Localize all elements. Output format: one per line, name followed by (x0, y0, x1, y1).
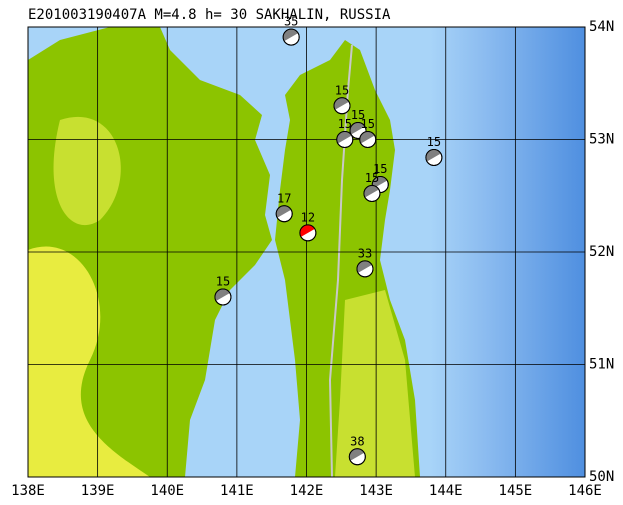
y-tick-label: 54N (589, 19, 614, 35)
beachball (214, 288, 232, 306)
beachball (363, 185, 381, 202)
x-tick-label: 145E (499, 483, 533, 499)
beachball-outline (275, 205, 293, 223)
beachball-outline (363, 185, 381, 202)
x-tick-label: 143E (359, 483, 393, 499)
beachball-outline (425, 149, 443, 166)
beachball (348, 448, 366, 466)
y-tick-label: 53N (589, 132, 614, 148)
beachball (336, 131, 354, 148)
beachball-outline (356, 260, 374, 278)
beachball-outline (299, 224, 317, 242)
depth-label: 15 (365, 171, 379, 185)
beachball-outline (336, 131, 354, 148)
beachball-quadrant (363, 185, 379, 198)
depth-label: 15 (427, 135, 441, 149)
depth-label: 33 (358, 246, 372, 260)
title: E201003190407A M=4.8 h= 30 SAKHALIN, RUS… (28, 7, 391, 23)
beachball-outline (333, 97, 351, 115)
beachball-quadrant (349, 448, 365, 461)
beachball-outline (214, 288, 232, 306)
beachball (282, 28, 300, 46)
depth-label: 12 (301, 210, 315, 224)
x-tick-label: 139E (81, 483, 115, 499)
x-tick-label: 138E (11, 483, 45, 499)
depth-label: 15 (361, 117, 375, 131)
beachball (349, 122, 367, 139)
x-tick-label: 144E (429, 483, 463, 499)
beachball-quadrant (299, 224, 315, 237)
beachball-outline (348, 448, 366, 466)
beachball-quadrant (359, 131, 375, 144)
beachball (275, 205, 293, 223)
y-tick-label: 52N (589, 244, 614, 260)
beachball-outline (349, 122, 367, 139)
highland (28, 246, 150, 477)
depth-label: 15 (216, 275, 230, 289)
beachball (299, 224, 317, 242)
beachball-outline (282, 28, 300, 46)
beachball-quadrant (336, 131, 352, 144)
y-tick-label: 50N (589, 469, 614, 485)
y-tick-label: 51N (589, 357, 614, 373)
x-tick-label: 140E (150, 483, 184, 499)
depth-label: 35 (284, 15, 298, 29)
depth-label: 38 (350, 434, 364, 448)
beachball (425, 149, 443, 166)
depth-label: 17 (277, 191, 291, 205)
highland (53, 116, 121, 226)
beachball-quadrant (214, 289, 230, 301)
beachball-quadrant (350, 122, 365, 135)
beachball-quadrant (425, 149, 441, 162)
beachball-quadrant (372, 176, 388, 189)
x-tick-label: 142E (290, 483, 324, 499)
depth-label: 15 (338, 117, 352, 131)
beachball-quadrant (283, 29, 299, 42)
x-tick-label: 141E (220, 483, 254, 499)
depth-label: 15 (351, 108, 365, 122)
beachball-quadrant (356, 260, 372, 273)
depth-label: 15 (335, 83, 349, 97)
depth-label: 15 (373, 162, 387, 176)
beachball (359, 131, 377, 148)
beachball-quadrant (334, 97, 349, 110)
x-tick-label: 146E (568, 483, 602, 499)
highland (335, 290, 415, 477)
beachball (333, 97, 351, 115)
fault-line (328, 44, 353, 477)
beachball-quadrant (276, 205, 292, 218)
beachball (356, 260, 374, 278)
beachball-outline (359, 131, 377, 148)
